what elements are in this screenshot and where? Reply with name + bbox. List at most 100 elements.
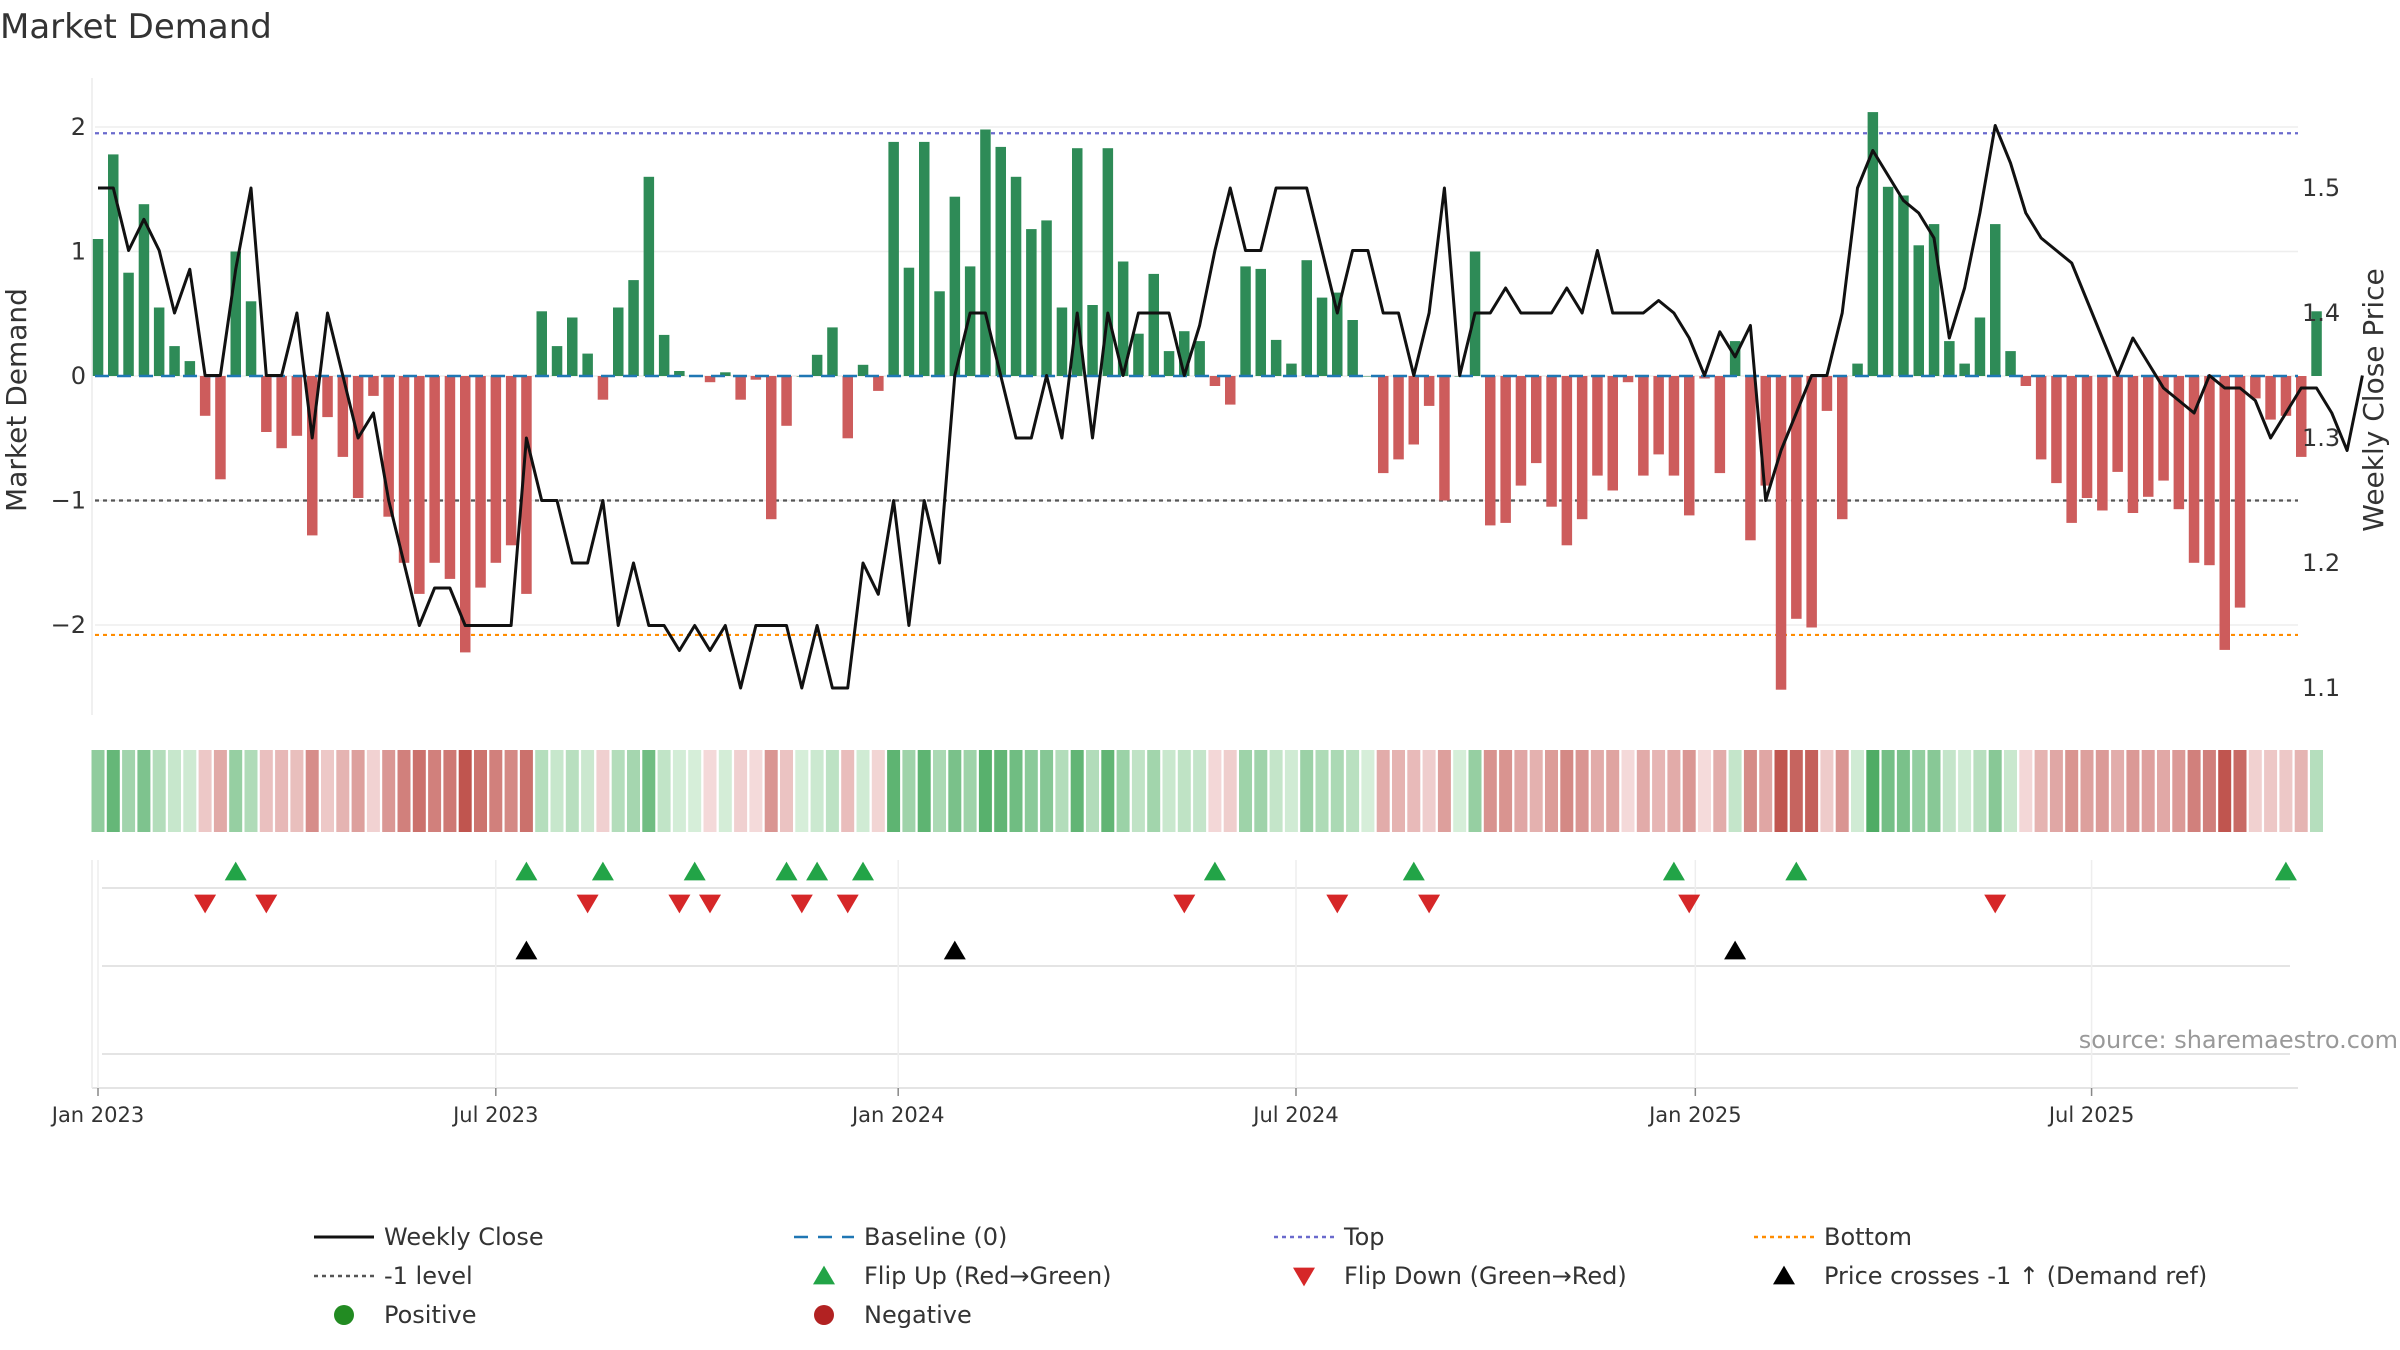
flip-down-marker <box>576 894 599 914</box>
demand-bar <box>766 376 777 520</box>
heat-cell <box>489 750 503 832</box>
heat-cell <box>275 750 289 832</box>
legend-item: Positive <box>334 1301 477 1329</box>
heat-cell <box>1300 750 1314 832</box>
heat-cell <box>1239 750 1252 832</box>
chart-title: Market Demand <box>0 7 272 47</box>
demand-bar <box>2280 376 2292 416</box>
heat-cell <box>703 750 717 832</box>
demand-bar <box>1576 376 1588 520</box>
legend-item: Flip Down (Green→Red) <box>1293 1262 1627 1290</box>
demand-bar <box>1760 376 1771 486</box>
heat-cell <box>366 750 380 832</box>
heat-cell <box>1743 750 1757 832</box>
heat-cell <box>183 750 197 832</box>
heat-cell <box>1055 750 1069 832</box>
demand-bar <box>383 376 394 517</box>
heat-cell <box>106 750 120 832</box>
flip-down-marker <box>790 894 813 914</box>
demand-bar <box>1316 297 1328 376</box>
demand-bar <box>1072 148 1083 376</box>
heat-cell <box>1177 750 1191 832</box>
heat-cell <box>1315 750 1329 832</box>
heat-cell <box>474 750 487 832</box>
demand-bar <box>1882 186 1894 376</box>
demand-bar <box>1225 376 1236 405</box>
demand-bar <box>735 376 746 400</box>
demand-bar <box>2188 376 2200 563</box>
heat-cell <box>1208 750 1222 832</box>
heat-cell <box>2202 750 2216 832</box>
heat-cell <box>871 750 885 832</box>
demand-bar <box>1821 376 1833 411</box>
heat-cell <box>504 750 518 832</box>
legend-item: Baseline (0) <box>794 1223 1007 1251</box>
heat-cell <box>1575 750 1589 832</box>
heat-cell <box>994 750 1008 832</box>
heat-cell <box>1070 750 1084 832</box>
heat-cell <box>1667 750 1681 832</box>
demand-bar <box>551 346 563 376</box>
heat-cell <box>2279 750 2293 832</box>
heat-cell <box>1193 750 1207 832</box>
demand-bar <box>1607 376 1618 491</box>
heat-cell <box>2218 750 2232 832</box>
demand-bar <box>857 364 869 376</box>
y-axis-label-left: Market Demand <box>0 288 33 512</box>
flip-down-marker <box>194 894 217 914</box>
flip-down-marker <box>1678 894 1701 914</box>
demand-bar <box>138 204 150 376</box>
heat-cell <box>168 750 181 832</box>
heat-cell <box>978 750 992 832</box>
demand-bar <box>1990 224 2001 376</box>
heat-cell <box>2172 750 2186 832</box>
heat-cell <box>1881 750 1895 832</box>
heat-cell <box>1606 750 1620 832</box>
demand-bar <box>521 376 532 594</box>
heat-cell <box>657 750 671 832</box>
demand-bar <box>460 376 471 653</box>
right-tick-label: 1.5 <box>2302 174 2340 202</box>
heat-cell <box>2065 750 2079 832</box>
demand-bar <box>1515 376 1527 486</box>
flip-up-marker <box>683 861 706 881</box>
demand-bar <box>2097 376 2108 511</box>
heat-cell <box>2034 750 2048 832</box>
heat-cell <box>550 750 564 832</box>
heat-cell <box>1162 750 1176 832</box>
flip-up-marker <box>852 861 874 881</box>
demand-bar <box>842 376 853 439</box>
heat-cell <box>2080 750 2094 832</box>
heat-cell <box>627 750 640 832</box>
demand-bar <box>1791 376 1802 619</box>
demand-bar <box>781 376 792 426</box>
y-axis-label-right: Weekly Close Price <box>2357 268 2390 531</box>
demand-bar <box>2219 376 2230 650</box>
legend-item: Flip Up (Red→Green) <box>813 1262 1112 1290</box>
heat-cell <box>1422 750 1436 832</box>
right-tick-label: 1.2 <box>2302 549 2340 577</box>
demand-bar <box>827 327 838 376</box>
signal-markers <box>194 861 2297 960</box>
heat-cell <box>963 750 977 832</box>
demand-bar <box>1622 376 1634 383</box>
heat-cell <box>428 750 442 832</box>
signal-panels <box>91 860 2298 1089</box>
source-note: source: sharemaestro.com <box>2079 1026 2398 1054</box>
heat-cell <box>1682 750 1696 832</box>
demand-bar <box>1301 260 1312 376</box>
heat-cell <box>902 750 916 832</box>
demand-bar <box>261 376 272 432</box>
demand-bar <box>1898 195 1909 376</box>
legend-label: Price crosses -1 ↑ (Demand ref) <box>1824 1262 2207 1290</box>
heat-cell <box>1652 750 1666 832</box>
demand-bar <box>2204 376 2215 566</box>
demand-bar <box>919 141 930 376</box>
demand-bar <box>2020 376 2032 386</box>
demand-bar <box>2234 376 2246 608</box>
legend: Weekly Close Baseline (0) Top Bottom -1 leve… <box>314 1223 2207 1329</box>
heat-cell <box>2141 750 2155 832</box>
flip-down-marker <box>668 894 691 914</box>
heat-cell <box>1223 750 1237 832</box>
heat-cell <box>688 750 702 832</box>
